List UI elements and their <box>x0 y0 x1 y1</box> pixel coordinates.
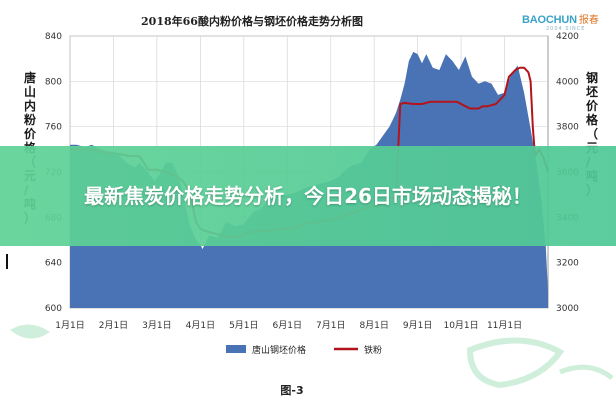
axis-title-char: 价 <box>24 127 37 141</box>
x-tick-label: 2月1日 <box>99 320 128 331</box>
left-tick-label: 600 <box>45 304 62 314</box>
legend: 唐山钢坯价格 铁粉 <box>226 344 382 356</box>
axis-title-char: 粉 <box>24 112 36 127</box>
x-tick-label: 6月1日 <box>273 320 302 331</box>
axis-title-char: 内 <box>24 98 36 113</box>
right-tick-label: 3800 <box>556 123 579 133</box>
axis-title-char: 价 <box>586 99 599 113</box>
text-cursor <box>6 254 8 269</box>
legend-label-area: 唐山钢坯价格 <box>252 344 306 356</box>
left-tick-label: 800 <box>45 77 62 87</box>
right-tick-label: 4200 <box>556 32 579 42</box>
left-tick-label: 640 <box>45 259 62 269</box>
brand-logo: BAOCHUN 报春 2004 SINCE <box>522 8 602 32</box>
headline-banner: 最新焦炭价格走势分析，今日26日市场动态揭秘！ <box>0 146 616 246</box>
x-tick-label: 7月1日 <box>316 320 345 331</box>
x-axis: 1月1日 2月1日 3月1日 4月1日 5月1日 6月1日 7月1日 8月1日 9月1日 10月1… <box>55 320 522 331</box>
axis-title-char: 坯 <box>586 84 598 99</box>
brand-logo-cn: 报春 <box>578 15 599 26</box>
x-tick-label: 9月1日 <box>403 320 432 331</box>
x-tick-label: 11月1日 <box>487 320 522 331</box>
watermark-decoration-icon <box>10 324 614 389</box>
axis-title-char: 格 <box>586 112 599 127</box>
right-tick-label: 3200 <box>556 259 579 269</box>
right-tick-label: 3000 <box>556 304 579 314</box>
axis-title-char: 钢 <box>586 70 598 85</box>
chart-title: 2018年66酸内粉价格与钢坯价格走势分析图 <box>141 14 363 28</box>
left-tick-label: 760 <box>45 123 62 133</box>
figure-caption: 图-3 <box>280 384 303 397</box>
brand-logo-tagline: 2004 SINCE <box>546 26 586 32</box>
brand-logo-text: BAOCHUN <box>522 14 577 26</box>
x-tick-label: 10月1日 <box>443 320 478 331</box>
x-tick-label: 8月1日 <box>359 320 388 331</box>
x-tick-label: 1月1日 <box>55 320 84 331</box>
x-tick-label: 3月1日 <box>142 320 171 331</box>
x-tick-label: 5月1日 <box>229 320 258 331</box>
right-tick-label: 4000 <box>556 77 579 87</box>
axis-title-char: 山 <box>24 84 36 99</box>
axis-title-char: 唐 <box>24 70 36 85</box>
x-tick-label: 4月1日 <box>186 320 215 331</box>
left-tick-label: 840 <box>45 32 62 42</box>
headline-text: 最新焦炭价格走势分析，今日26日市场动态揭秘！ <box>84 183 532 208</box>
axis-title-char: （ <box>586 126 598 141</box>
legend-swatch-area <box>226 345 246 353</box>
legend-label-line: 铁粉 <box>364 344 382 356</box>
